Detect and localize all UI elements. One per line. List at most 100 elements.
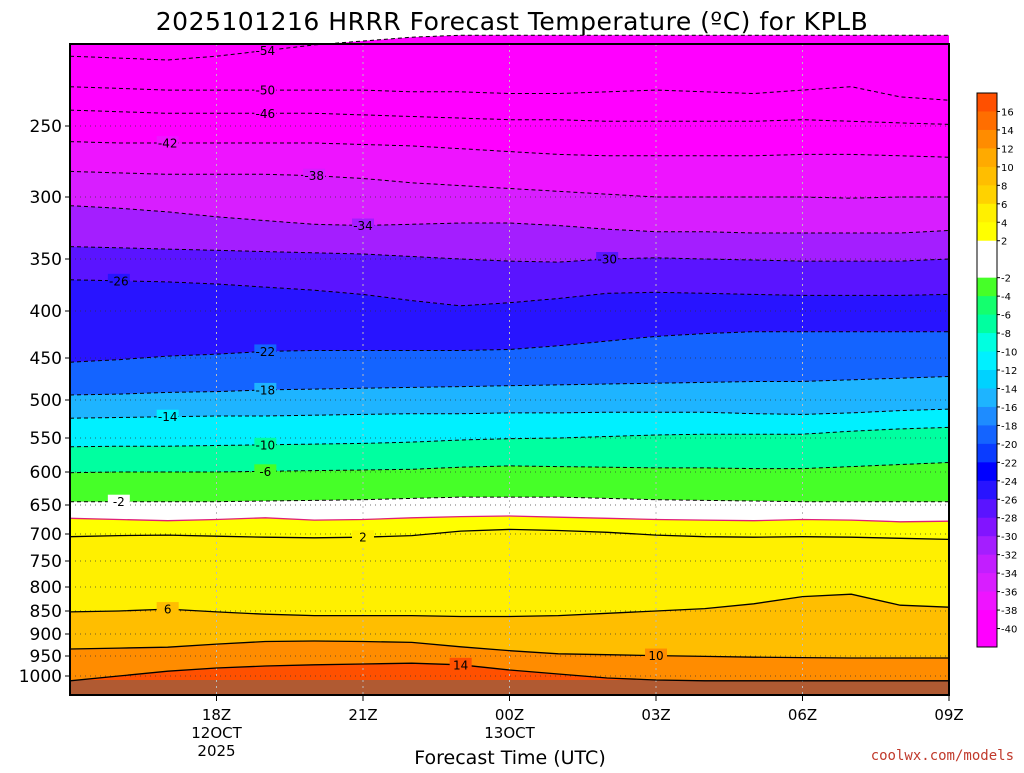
colorbar-label: -30 <box>1001 532 1017 543</box>
y-tick-label: 800 <box>30 578 62 598</box>
colorbar-label: -26 <box>1001 495 1017 506</box>
x-tick-label: 18Z <box>202 706 231 724</box>
y-tick-label: 1000 <box>19 667 62 687</box>
colorbar-bin <box>977 517 997 537</box>
isotherm-labels: -54-50-46-42-38-34-30-26-22-18-14-10-6-2… <box>107 43 667 672</box>
colorbar-label: -38 <box>1001 606 1017 617</box>
y-tick-label: 500 <box>30 391 62 411</box>
colorbar-bin <box>977 425 997 445</box>
isotherm-line <box>69 528 950 541</box>
y-tick-label: 450 <box>30 349 62 369</box>
colorbar-bin <box>977 277 997 297</box>
colorbar-label: -18 <box>1001 421 1017 432</box>
colorbar-label: 14 <box>1001 126 1014 137</box>
isotherm-lines <box>69 34 950 682</box>
x-tick-label: 00Z <box>495 706 524 724</box>
chart-title: 2025101216 HRRR Forecast Temperature (ºC… <box>156 7 868 36</box>
y-tick-label: 750 <box>30 552 62 572</box>
isotherm-label: -30 <box>597 253 617 267</box>
colorbar-label: -40 <box>1001 625 1017 636</box>
colorbar-bin <box>977 259 997 279</box>
colorbar-label: 16 <box>1001 107 1014 118</box>
y-tick-label: 650 <box>30 496 62 516</box>
y-tick-label: 600 <box>30 463 62 483</box>
isotherm-label: 6 <box>164 603 172 617</box>
temperature-band <box>70 141 949 199</box>
temperature-band <box>70 110 949 158</box>
y-tick-label: 950 <box>30 647 62 667</box>
isotherm-label-bg <box>645 648 667 663</box>
y-tick-label: 400 <box>30 302 62 322</box>
temperature-band <box>70 246 949 306</box>
colorbar-bin <box>977 591 997 611</box>
colorbar-bin <box>977 314 997 334</box>
colorbar: 16 14 12 10 8 6 4 2 -2 -4 -6 -8 -10 -12 -14 -16 -18 -20 -2… <box>976 92 1017 648</box>
x-tick-label: 03Z <box>641 706 670 724</box>
isotherm-label: -38 <box>304 169 324 183</box>
colorbar-label: 2 <box>1001 237 1007 248</box>
isotherm-label-bg <box>449 657 472 672</box>
colorbar-label: 6 <box>1001 200 1007 211</box>
colorbar-bin <box>977 296 997 316</box>
colorbar-bin <box>977 222 997 242</box>
isotherm-label-bg <box>254 83 277 98</box>
colorbar-bin <box>977 129 997 149</box>
colorbar-bin <box>977 573 997 593</box>
grid <box>70 44 950 695</box>
temperature-band <box>70 497 949 522</box>
isotherm-label-bg <box>156 409 179 424</box>
isotherm-label: -54 <box>256 44 276 58</box>
x-tick-label: 06Z <box>788 706 817 724</box>
colorbar-bin <box>977 388 997 408</box>
colorbar-label: -28 <box>1001 514 1017 525</box>
isotherm-label: -2 <box>113 495 125 509</box>
isotherm-label: -10 <box>256 438 276 452</box>
y-tick-label: 900 <box>30 625 62 645</box>
isotherm-line <box>69 662 949 682</box>
colorbar-bin <box>977 93 997 112</box>
isotherm-label-bg <box>156 602 179 617</box>
colorbar-label: 4 <box>1001 218 1007 229</box>
colorbar-label: -34 <box>1001 569 1017 580</box>
y-tick-label: 300 <box>30 188 62 208</box>
temperature-band <box>70 35 949 101</box>
isotherm-label: 14 <box>453 658 468 672</box>
colorbar-bin <box>977 370 997 389</box>
isotherm-label-bg <box>156 136 179 151</box>
colorbar-bin <box>977 351 997 371</box>
x-tick-date: 12OCT <box>191 724 242 742</box>
y-axis: 250 300 350 400 450 500 550 600 650 700 750 800 850 9… <box>19 117 70 687</box>
colorbar-label: -8 <box>1001 329 1011 340</box>
isotherm-label-bg <box>254 344 277 359</box>
colorbar-bin <box>977 536 997 556</box>
isotherm-label: -34 <box>353 219 373 233</box>
colorbar-label: -12 <box>1001 366 1017 377</box>
y-tick-label: 550 <box>30 429 62 449</box>
y-tick-label: 350 <box>30 250 62 270</box>
isotherm-label-bg <box>254 43 277 58</box>
temperature-band <box>70 427 949 473</box>
colorbar-label: -4 <box>1001 292 1011 303</box>
y-tick-label: 700 <box>30 525 62 545</box>
temperature-band <box>70 516 949 540</box>
colorbar-bin <box>977 628 997 648</box>
isotherm-label-bg <box>303 168 326 183</box>
isotherm-label: -6 <box>259 465 271 479</box>
colorbar-bin <box>977 185 997 205</box>
x-tick-year: 2025 <box>197 742 235 760</box>
colorbar-bin <box>977 406 997 426</box>
colorbar-label: -2 <box>1001 274 1011 285</box>
colorbar-bin <box>977 203 997 223</box>
isotherm-label-bg <box>254 382 277 397</box>
isotherm-label-bg <box>254 464 277 479</box>
colorbar-bin <box>977 554 997 574</box>
isotherm-label: 10 <box>648 649 663 663</box>
y-tick-label: 850 <box>30 602 62 622</box>
isotherm-label-bg <box>254 437 277 452</box>
colorbar-bin <box>977 333 997 353</box>
x-tick-label: 09Z <box>934 706 963 724</box>
colorbar-bin <box>977 443 997 463</box>
isotherm-label: -22 <box>256 345 276 359</box>
